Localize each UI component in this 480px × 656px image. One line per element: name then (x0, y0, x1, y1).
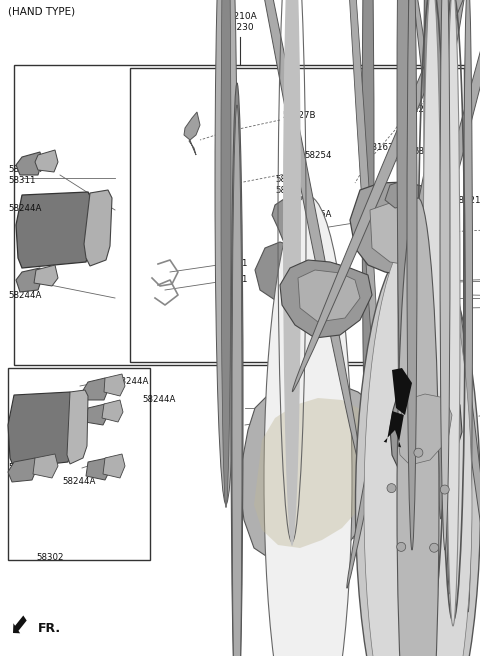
Ellipse shape (231, 83, 243, 656)
Polygon shape (402, 148, 418, 158)
Text: 51711: 51711 (268, 401, 296, 409)
Bar (14, 65, 465, 365)
Text: 58244A: 58244A (142, 396, 175, 405)
Ellipse shape (411, 0, 480, 592)
Polygon shape (254, 398, 382, 548)
Text: 58131: 58131 (220, 276, 248, 285)
Text: 58163B: 58163B (366, 144, 399, 152)
Polygon shape (392, 368, 412, 415)
Polygon shape (34, 265, 58, 286)
Ellipse shape (292, 0, 480, 392)
Polygon shape (104, 374, 125, 396)
Ellipse shape (435, 0, 447, 519)
Text: 58125: 58125 (413, 148, 441, 157)
Ellipse shape (397, 198, 439, 656)
Ellipse shape (347, 0, 467, 588)
Ellipse shape (444, 0, 456, 594)
Polygon shape (16, 152, 42, 175)
Text: 58131: 58131 (220, 258, 248, 268)
Text: 58244A: 58244A (8, 464, 41, 472)
Polygon shape (82, 378, 108, 400)
Ellipse shape (397, 543, 406, 552)
Text: 1351JD
1360JD: 1351JD 1360JD (308, 405, 339, 425)
Ellipse shape (343, 0, 385, 491)
Ellipse shape (364, 231, 472, 656)
Ellipse shape (446, 0, 460, 626)
Polygon shape (390, 387, 462, 478)
Text: 58310A
58311: 58310A 58311 (8, 165, 41, 185)
Text: 58244A: 58244A (115, 377, 148, 386)
Polygon shape (298, 270, 360, 322)
Text: 58127B: 58127B (282, 110, 315, 119)
FancyArrow shape (384, 411, 404, 447)
Text: (HAND TYPE): (HAND TYPE) (8, 6, 75, 16)
Polygon shape (86, 458, 110, 480)
Text: 58237A
58247: 58237A 58247 (275, 175, 308, 195)
Polygon shape (280, 260, 372, 338)
Polygon shape (240, 382, 395, 565)
Text: 58244A: 58244A (8, 203, 41, 213)
Polygon shape (350, 182, 450, 278)
Text: 58244A: 58244A (62, 478, 96, 487)
Polygon shape (35, 150, 58, 172)
Polygon shape (33, 454, 58, 478)
Polygon shape (84, 190, 112, 266)
Ellipse shape (362, 0, 374, 485)
Bar (130, 68, 464, 362)
Ellipse shape (215, 0, 237, 504)
Ellipse shape (430, 543, 439, 552)
Polygon shape (272, 195, 315, 250)
Ellipse shape (264, 196, 352, 656)
Text: 58302: 58302 (36, 554, 64, 562)
Text: 58314: 58314 (420, 85, 447, 94)
Text: 58236A
58235: 58236A 58235 (298, 210, 331, 230)
Ellipse shape (424, 0, 436, 420)
Ellipse shape (221, 0, 231, 508)
Polygon shape (189, 140, 196, 155)
Text: 58244A: 58244A (8, 291, 41, 300)
Ellipse shape (398, 0, 410, 596)
Ellipse shape (365, 0, 480, 502)
Text: 58390B
58390C: 58390B 58390C (360, 545, 394, 565)
Polygon shape (184, 112, 200, 140)
FancyArrow shape (13, 615, 27, 633)
Ellipse shape (440, 0, 450, 550)
Ellipse shape (397, 0, 409, 432)
Polygon shape (102, 400, 123, 422)
Polygon shape (8, 458, 37, 482)
Polygon shape (8, 392, 74, 468)
Ellipse shape (407, 0, 417, 550)
Ellipse shape (387, 483, 396, 493)
Ellipse shape (356, 239, 480, 656)
Text: FR.: FR. (38, 621, 61, 634)
Polygon shape (255, 242, 318, 300)
Ellipse shape (464, 0, 472, 612)
Polygon shape (412, 222, 445, 252)
Ellipse shape (241, 0, 362, 476)
Text: 58210A
58230: 58210A 58230 (223, 12, 257, 32)
Polygon shape (385, 180, 415, 208)
Text: 58221: 58221 (453, 195, 480, 205)
Polygon shape (67, 390, 88, 464)
Text: 58254: 58254 (304, 150, 332, 159)
Ellipse shape (423, 0, 441, 617)
Polygon shape (16, 192, 92, 268)
Ellipse shape (283, 0, 301, 546)
Polygon shape (85, 404, 108, 425)
Polygon shape (16, 268, 42, 292)
Polygon shape (397, 394, 452, 465)
Ellipse shape (414, 448, 423, 457)
Ellipse shape (232, 105, 242, 656)
Bar (8, 368, 150, 560)
Text: 58120: 58120 (402, 106, 430, 115)
Polygon shape (103, 454, 125, 478)
Polygon shape (370, 203, 435, 265)
Ellipse shape (440, 485, 449, 494)
